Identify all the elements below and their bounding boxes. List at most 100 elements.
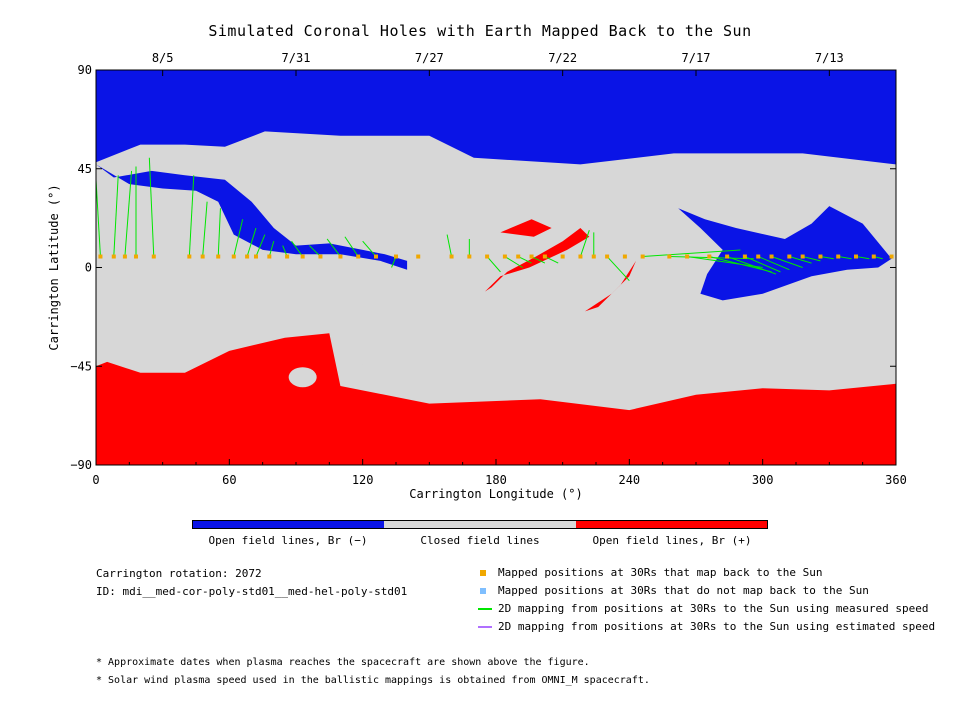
date-tick-label-5: 7/13: [815, 51, 844, 65]
mapped-point-11: [267, 254, 272, 259]
mapping-line-21: [486, 256, 501, 273]
mapped-point-26: [542, 254, 547, 259]
mapped-point-33: [667, 254, 672, 259]
mapping-line-22: [504, 256, 523, 268]
mapped-point-30: [605, 254, 610, 259]
mapped-point-23: [502, 254, 507, 259]
legend-measured-line: [478, 608, 492, 610]
mapped-point-42: [818, 254, 823, 259]
x-tick-label-120: 120: [352, 473, 374, 487]
mapped-point-8: [231, 254, 236, 259]
chart-canvas: 0 60 120 180 240 300 360 90 45 0 −45 −90 8/5 7/31 7/27…: [47, 51, 907, 501]
colorbar-closed: [384, 521, 576, 528]
x-tick-label-180: 180: [485, 473, 507, 487]
mapped-point-6: [200, 254, 205, 259]
colorbar-label-open-negative: Open field lines, Br (−): [208, 534, 368, 547]
mapping-line-6: [202, 201, 208, 257]
mapping-line-25: [544, 256, 559, 264]
mapping-line-2: [124, 170, 133, 257]
mapping-line-13: [291, 240, 304, 257]
north-polar-coronal-hole: [96, 70, 896, 165]
mapped-point-7: [216, 254, 221, 259]
mapped-point-38: [756, 254, 761, 259]
mapping-line-28: [606, 256, 630, 282]
note-speed: * Solar wind plasma speed used in the ba…: [96, 675, 650, 686]
y-tick-label--90: −90: [70, 458, 92, 472]
mapped-point-1: [111, 254, 116, 259]
mapped-point-14: [318, 254, 323, 259]
model-id: ID: mdi__med-cor-poly-std01__med-hel-pol…: [96, 585, 408, 598]
south-polar-coronal-hole: [96, 333, 896, 465]
mapped-point-43: [836, 254, 841, 259]
mapped-point-36: [725, 254, 730, 259]
colorbar-open-negative: [193, 521, 385, 528]
mapping-line-8: [233, 219, 244, 257]
mapping-line-11: [268, 241, 275, 257]
colorbar-label-open-positive: Open field lines, Br (+): [592, 534, 752, 547]
date-tick-label-1: 7/31: [282, 51, 311, 65]
mapped-point-39: [769, 254, 774, 259]
positive-coronal-island: [500, 219, 552, 237]
closed-island-south-2: [352, 336, 377, 365]
legend-estimated-line: [478, 626, 492, 628]
mapping-line-7: [217, 208, 221, 257]
colorbar: [192, 520, 768, 529]
negative-coronal-hole-east: [678, 206, 892, 301]
mapping-line-40: [838, 256, 852, 260]
mapping-line-41: [855, 256, 870, 260]
mapped-point-2: [122, 254, 127, 259]
mapping-line-24: [531, 256, 546, 264]
legend-mapped-marker: [480, 570, 486, 576]
mapped-point-9: [245, 254, 250, 259]
mapping-line-26: [579, 230, 590, 257]
mapping-line-15: [326, 238, 341, 257]
date-tick-label-3: 7/22: [548, 51, 577, 65]
mapping-line-35: [758, 256, 790, 271]
colorbar-open-positive: [575, 521, 767, 528]
y-axis-label: Carrington Latitude (°): [47, 184, 61, 350]
mapped-point-34: [685, 254, 690, 259]
mapped-point-21: [467, 254, 472, 259]
mapping-line-29: [642, 249, 741, 258]
mapping-line-39: [820, 256, 834, 260]
y-tick-label-90: 90: [78, 63, 92, 77]
legend-unmapped-marker: [480, 588, 486, 594]
mapping-line-1: [113, 175, 119, 257]
mapped-point-3: [134, 254, 138, 259]
mapped-point-25: [529, 254, 534, 259]
mapped-point-24: [516, 254, 521, 259]
mapping-line-31: [687, 256, 763, 268]
legend-mapped-label: Mapped positions at 30Rs that map back t…: [498, 566, 823, 579]
mapping-line-0: [95, 179, 101, 257]
mapped-point-12: [285, 254, 290, 259]
carrington-rotation: Carrington rotation: 2072: [96, 567, 262, 580]
mapped-point-40: [787, 254, 792, 259]
date-tick-label-4: 7/17: [682, 51, 711, 65]
mapping-line-9: [246, 227, 257, 257]
mapping-line-37: [789, 256, 812, 264]
mapped-point-45: [871, 254, 876, 259]
x-tick-label-60: 60: [222, 473, 236, 487]
mapped-point-10: [254, 254, 258, 259]
mapping-line-30: [669, 256, 754, 260]
mapped-point-0: [98, 254, 103, 259]
mapping-line-5: [188, 175, 195, 257]
mapped-point-20: [449, 254, 454, 259]
mapping-line-34: [744, 256, 781, 273]
mapping-line-17: [362, 240, 377, 257]
colorbar-label-closed: Closed field lines: [420, 534, 540, 547]
mapping-line-38: [802, 256, 821, 262]
note-dates: * Approximate dates when plasma reaches …: [96, 657, 590, 668]
mapping-line-4: [148, 157, 155, 257]
mapped-point-17: [374, 254, 378, 259]
mapped-point-13: [300, 254, 305, 259]
y-tick-label-45: 45: [78, 162, 92, 176]
mapped-point-31: [622, 254, 627, 259]
mapped-point-46: [889, 254, 894, 259]
legend-measured-label: 2D mapping from positions at 30Rs to the…: [498, 602, 929, 615]
mapped-point-44: [854, 254, 858, 259]
mapping-line-16: [344, 236, 359, 257]
chart-title: Simulated Coronal Holes with Earth Mappe…: [208, 22, 752, 40]
x-tick-label-0: 0: [92, 473, 99, 487]
date-tick-label-2: 7/27: [415, 51, 444, 65]
